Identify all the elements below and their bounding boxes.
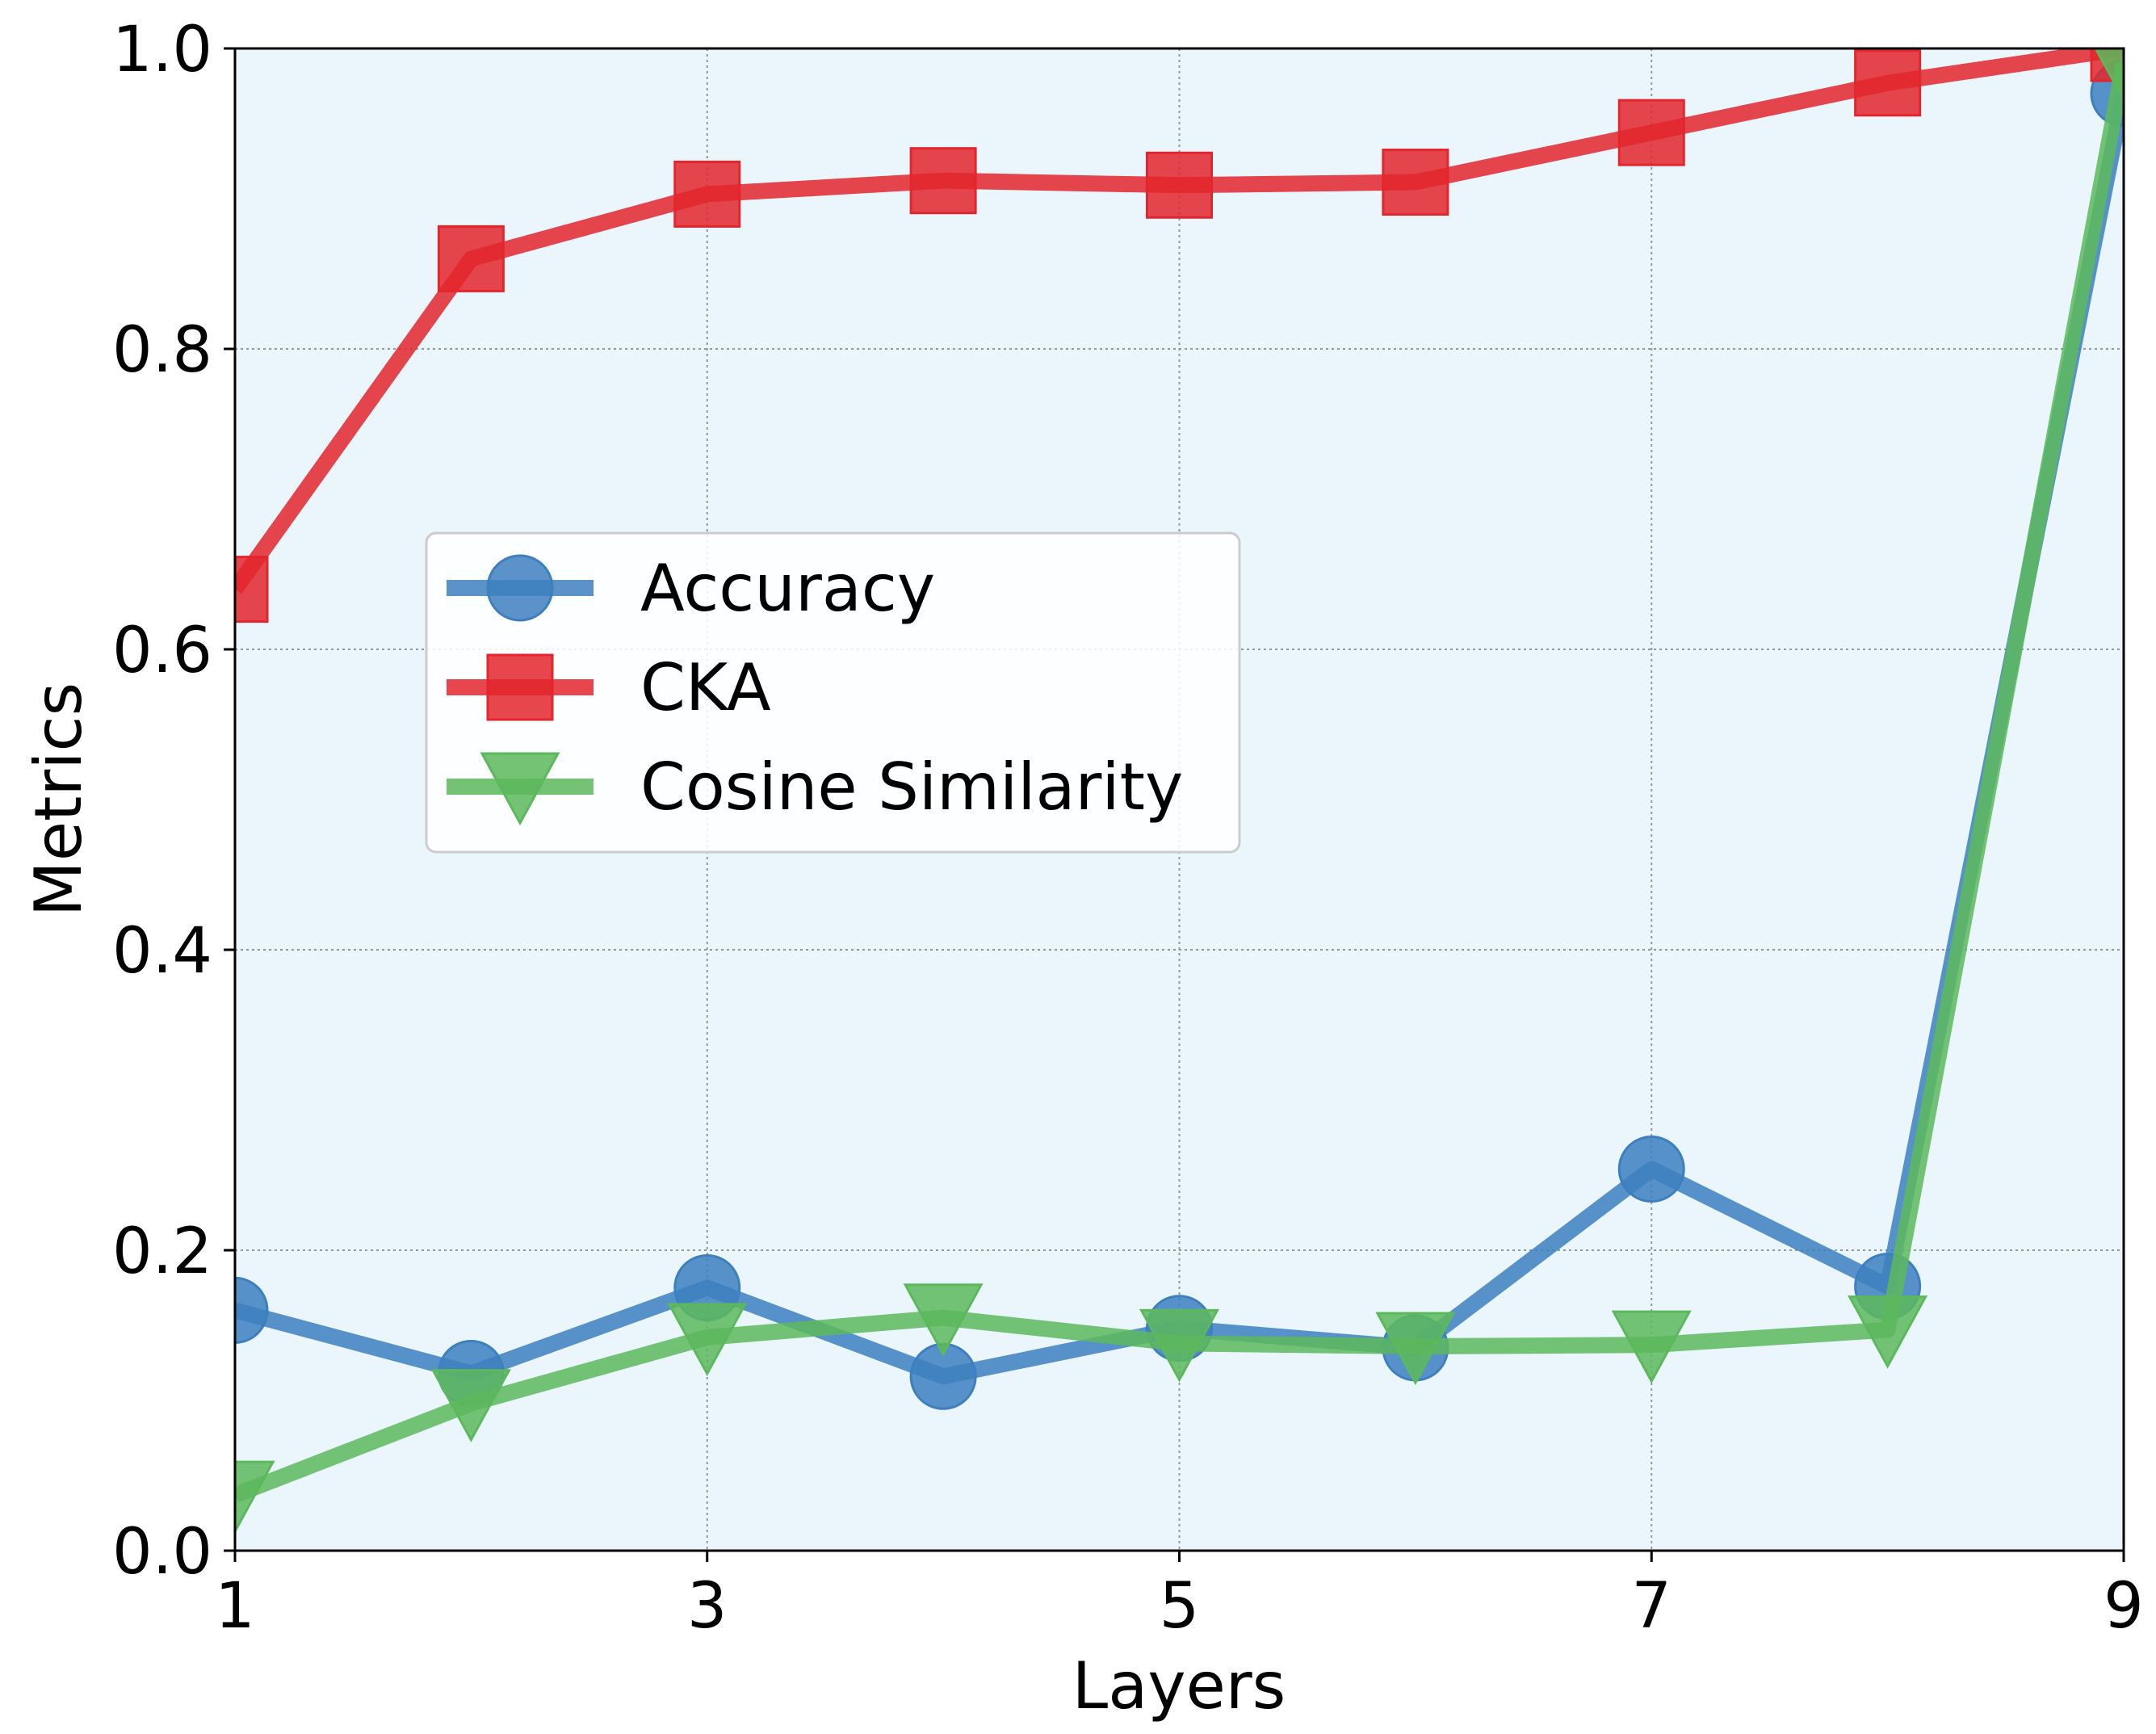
data-point [235,1276,269,1344]
legend-entry: Cosine Similarity [447,749,1183,826]
data-point [2094,48,2124,103]
legend-marker [486,653,554,721]
legend-entries: Accuracy CKA Cosine Similarity [447,551,1183,826]
data-point [1139,1308,1220,1383]
series-layer [235,48,2124,1535]
x-tick-label: 3 [687,1570,728,1643]
legend-entry: Accuracy [447,551,935,626]
y-axis-title: Metrics [21,682,96,917]
data-point [1382,149,1449,216]
data-point [667,1303,748,1377]
y-tick-label: 0.4 [112,915,212,988]
data-point [1146,151,1213,219]
legend-label: Cosine Similarity [640,749,1183,825]
legend-label: CKA [640,650,771,725]
legend: Accuracy CKA Cosine Similarity [425,531,1241,854]
data-point [1848,1295,1928,1369]
data-point [903,1283,984,1357]
x-tick-label: 1 [215,1570,255,1643]
legend-box [425,531,1241,854]
legend-entry: CKA [447,650,771,725]
y-tick-label: 0.8 [112,314,212,387]
legend-label: Accuracy [640,551,935,626]
x-tick-label: 5 [1160,1570,1200,1643]
series-cka [235,48,2124,623]
x-tick-label: 9 [2104,1570,2144,1643]
data-point [1617,99,1685,166]
x-axis: 1 3 5 7 9 [215,1551,2144,1643]
y-axis: 0.0 0.2 0.4 0.6 0.8 1.0 [112,14,235,1589]
legend-marker [486,554,554,622]
data-point [1854,49,1922,117]
x-axis-title: Layers [1072,1648,1286,1724]
data-point [1611,1310,1692,1384]
legend-marker [480,752,560,826]
data-point [235,556,269,623]
data-point [235,1460,275,1535]
y-tick-label: 0.2 [112,1215,212,1288]
data-point [1617,1136,1685,1203]
data-point [430,1369,511,1442]
x-tick-label: 7 [1631,1570,1672,1643]
data-point [437,225,505,292]
data-point [909,147,977,215]
data-point [1375,1312,1456,1386]
data-point [673,160,741,228]
y-tick-label: 0.6 [112,615,212,687]
y-tick-label: 1.0 [112,14,212,86]
y-tick-label: 0.0 [112,1516,212,1589]
series-cosine-similarity [235,48,2124,1535]
